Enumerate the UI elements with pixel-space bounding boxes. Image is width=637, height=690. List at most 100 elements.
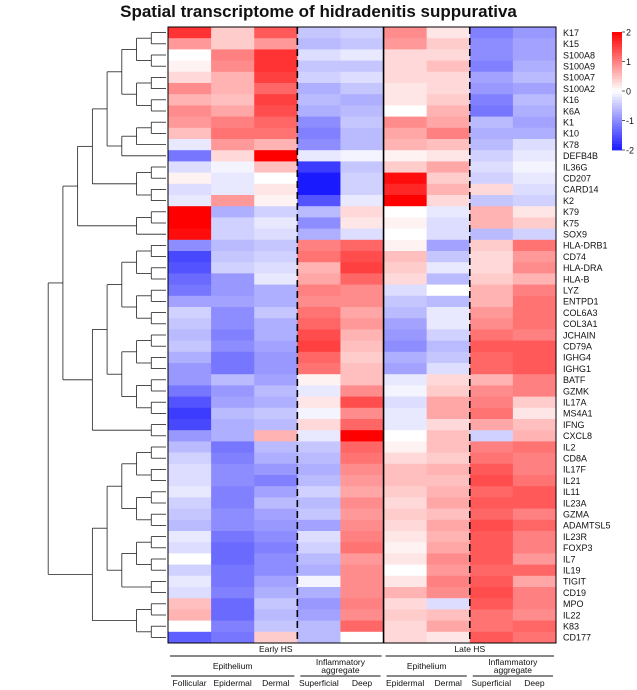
heatmap-cell [469,139,514,151]
colorbar-segment [612,105,622,110]
row-label: BATF [563,375,586,385]
heatmap-cell [211,497,255,509]
heatmap-cell [340,542,384,554]
heatmap-cell [297,295,341,308]
row-label: CD74 [563,252,586,262]
heatmap-cell [211,407,255,420]
heatmap-cell [383,363,428,375]
heatmap-cell [340,262,384,274]
row-label: IL36G [563,162,588,172]
heatmap-cell [168,217,212,229]
heatmap-cell [469,217,514,229]
colorbar-tick-label: 0 [626,87,631,97]
heatmap-cell [297,161,341,173]
heatmap-cell [426,351,471,364]
heatmap-cell [383,206,428,218]
heatmap-cell [469,575,514,588]
heatmap-cell [211,620,255,633]
heatmap-cell [211,452,255,465]
row-label: CD177 [563,633,591,643]
column-subgroup-label: Inflammatory [316,657,366,667]
heatmap-cell [168,318,212,330]
heatmap-cell [254,430,298,442]
heatmap-cell [426,94,471,106]
heatmap-cell [340,195,384,207]
heatmap-cell [168,172,212,185]
heatmap-cell [168,49,212,61]
heatmap-cell [211,508,255,521]
heatmap-cell [469,172,514,185]
heatmap-cell [426,150,471,162]
heatmap-cell [211,396,255,409]
heatmap-cell [512,295,557,308]
heatmap-cell [512,273,557,285]
colorbar-segment [612,120,622,124]
heatmap-cell [383,475,428,487]
heatmap-cell [383,307,428,319]
heatmap-cell [297,587,341,599]
heatmap-cell [426,139,471,151]
heatmap-cell [297,407,341,420]
row-label: CD8A [563,454,587,464]
heatmap-cell [383,452,428,465]
heatmap-cell [426,217,471,229]
heatmap-cell [340,318,384,330]
heatmap-cell [297,531,341,543]
heatmap-cell [211,475,255,487]
heatmap-cell [168,598,212,610]
heatmap-cell [168,407,212,420]
heatmap-cell [469,430,514,442]
heatmap-cell [297,139,341,151]
heatmap-cell [426,295,471,308]
heatmap-cell [340,228,384,241]
row-label: HLA-B [563,274,590,284]
heatmap-cell [254,150,298,162]
row-label: ENTPD1 [563,297,599,307]
column-subgroup-label: Epithelium [407,661,447,671]
heatmap-cell [168,553,212,565]
heatmap-cell [469,150,514,162]
heatmap-cell [254,172,298,185]
column-subgroup-label: aggregate [321,665,360,675]
heatmap-cell [211,273,255,285]
heatmap-cell [254,329,298,341]
row-label: K10 [563,129,579,139]
colorbar-tick-label: 2 [626,28,631,38]
colorbar-segment [612,141,622,145]
heatmap-cell [297,631,341,644]
heatmap-cell [426,262,471,274]
row-label: DEFB4B [563,151,598,161]
heatmap-cell [297,564,341,577]
heatmap-cell [211,553,255,565]
heatmap-cell [168,150,212,162]
colorbar-segment [612,79,622,83]
heatmap-cell [426,71,471,84]
heatmap-cell [469,228,514,241]
heatmap-cell [297,475,341,487]
heatmap-cell [254,340,298,353]
heatmap-cell [297,83,341,95]
heatmap-cell [297,385,341,397]
heatmap-cell [211,564,255,577]
heatmap-cell [383,295,428,308]
heatmap-cell [512,217,557,229]
heatmap-cell [469,206,514,218]
heatmap-cell [512,531,557,543]
heatmap-cell [168,452,212,465]
heatmap-cell [512,206,557,218]
row-label: CXCL8 [563,431,592,441]
heatmap-cell [254,284,298,297]
heatmap-cell [211,598,255,610]
heatmap-cell [383,139,428,151]
heatmap-cell [512,150,557,162]
heatmap-cell [254,631,298,644]
heatmap-cell [426,60,471,73]
row-label: CD207 [563,174,591,184]
heatmap-cell [383,430,428,442]
heatmap-cell [469,251,514,263]
heatmap-cell [383,262,428,274]
heatmap-cell [254,206,298,218]
colorbar-segment [612,129,622,133]
heatmap-cell [340,60,384,73]
heatmap-cell [383,486,428,498]
